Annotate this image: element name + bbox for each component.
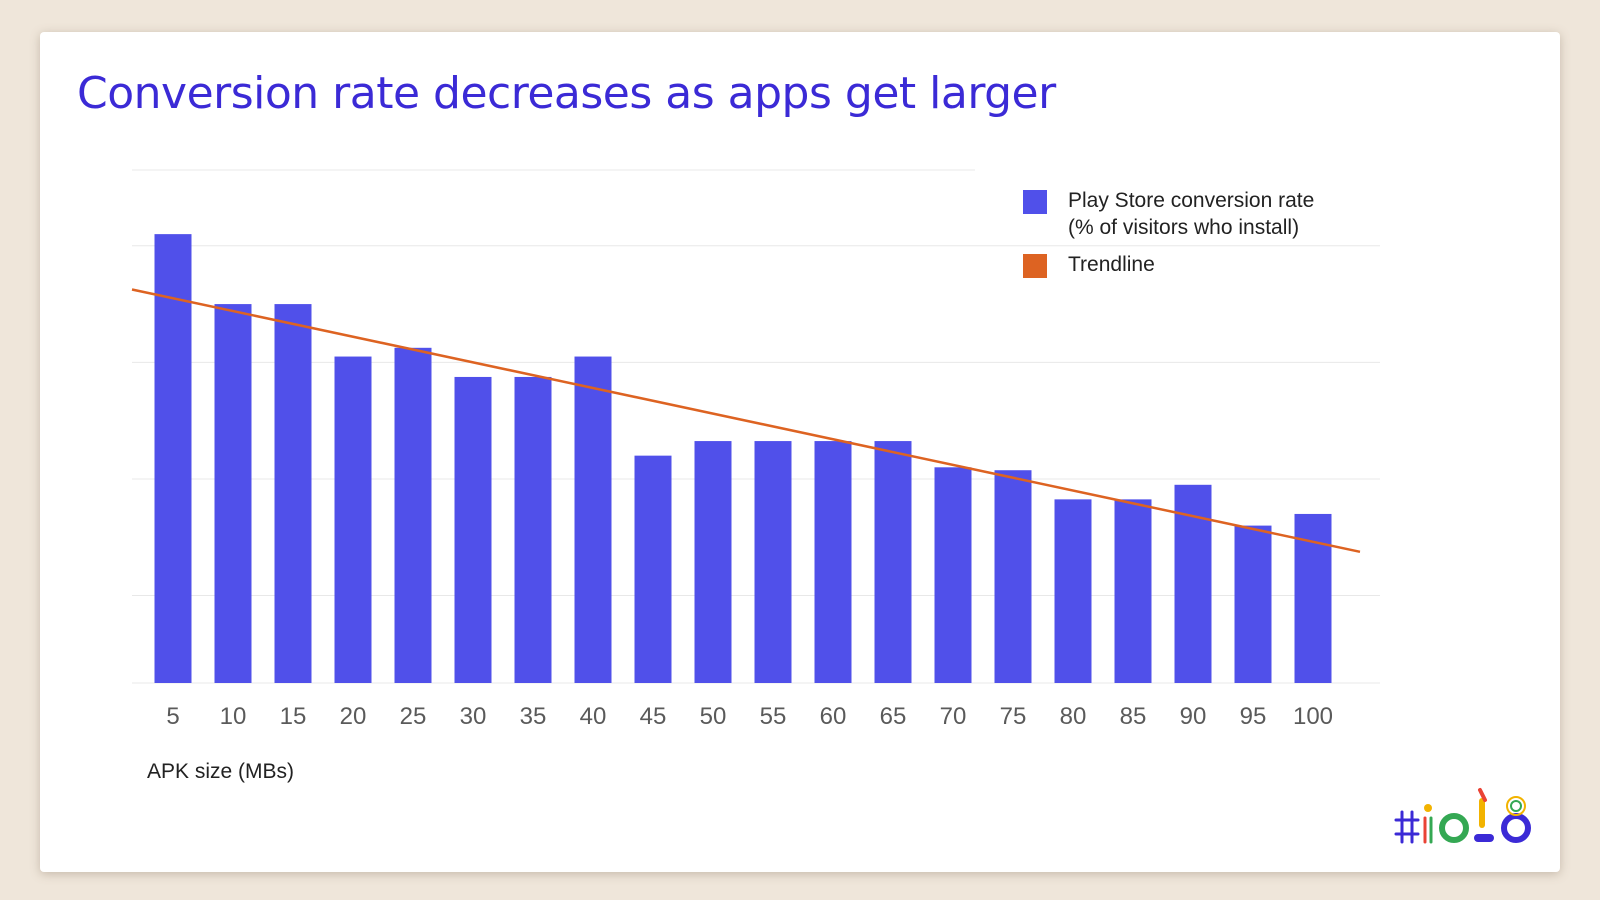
bar-25 — [394, 347, 432, 683]
bar-95 — [1234, 525, 1272, 683]
legend-swatch-1 — [1023, 254, 1047, 278]
x-tick-25: 25 — [400, 703, 427, 730]
x-tick-35: 35 — [520, 703, 547, 730]
bar-60 — [814, 441, 852, 683]
x-tick-65: 65 — [880, 703, 907, 730]
bar-50 — [694, 441, 732, 683]
slide: Conversion rate decreases as apps get la… — [40, 32, 1560, 872]
legend-label-0-0: Play Store conversion rate — [1068, 189, 1314, 212]
x-tick-50: 50 — [700, 703, 727, 730]
bar-55 — [754, 441, 792, 683]
bar-80 — [1054, 499, 1092, 683]
legend-swatch-0 — [1023, 190, 1047, 214]
x-tick-5: 5 — [166, 703, 179, 730]
x-tick-30: 30 — [460, 703, 487, 730]
bars — [154, 234, 1332, 683]
legend: Play Store conversion rate (% of visitors… — [1023, 189, 1314, 278]
slide-title: Conversion rate decreases as apps get la… — [77, 68, 1056, 119]
bar-20 — [334, 356, 372, 683]
x-tick-40: 40 — [580, 703, 607, 730]
x-axis-label: APK size (MBs) — [147, 760, 294, 783]
bar-40 — [574, 356, 612, 683]
bar-5 — [154, 234, 192, 683]
bar-10 — [214, 304, 252, 683]
trendline-layer — [131, 288, 1361, 554]
bar-30 — [454, 376, 492, 683]
x-tick-95: 95 — [1240, 703, 1267, 730]
x-tick-55: 55 — [760, 703, 787, 730]
x-tick-60: 60 — [820, 703, 847, 730]
trendline — [131, 288, 1361, 554]
x-tick-90: 90 — [1180, 703, 1207, 730]
bar-70 — [934, 467, 972, 683]
bar-chart: 5 10 15 20 25 30 35 40 45 50 55 60 65 70 75 80 85 90 95 100… — [131, 169, 1380, 783]
bar-45 — [634, 455, 672, 683]
x-tick-45: 45 — [640, 703, 667, 730]
x-tick-75: 75 — [1000, 703, 1027, 730]
x-tick-80: 80 — [1060, 703, 1087, 730]
x-tick-70: 70 — [940, 703, 967, 730]
x-tick-100: 100 — [1293, 703, 1333, 730]
bar-15 — [274, 304, 312, 683]
bar-35 — [514, 376, 552, 683]
legend-label-0-1: (% of visitors who install) — [1068, 216, 1299, 239]
bar-65 — [874, 441, 912, 683]
bar-85 — [1114, 499, 1152, 683]
io18-logo — [1394, 788, 1531, 844]
bar-75 — [994, 470, 1032, 683]
legend-label-1-0: Trendline — [1068, 253, 1155, 276]
x-tick-labels: 5 10 15 20 25 30 35 40 45 50 55 60 65 70 75 80 85 90 95 100 — [166, 703, 1333, 730]
x-tick-10: 10 — [220, 703, 247, 730]
x-tick-85: 85 — [1120, 703, 1147, 730]
x-tick-20: 20 — [340, 703, 367, 730]
x-tick-15: 15 — [280, 703, 307, 730]
